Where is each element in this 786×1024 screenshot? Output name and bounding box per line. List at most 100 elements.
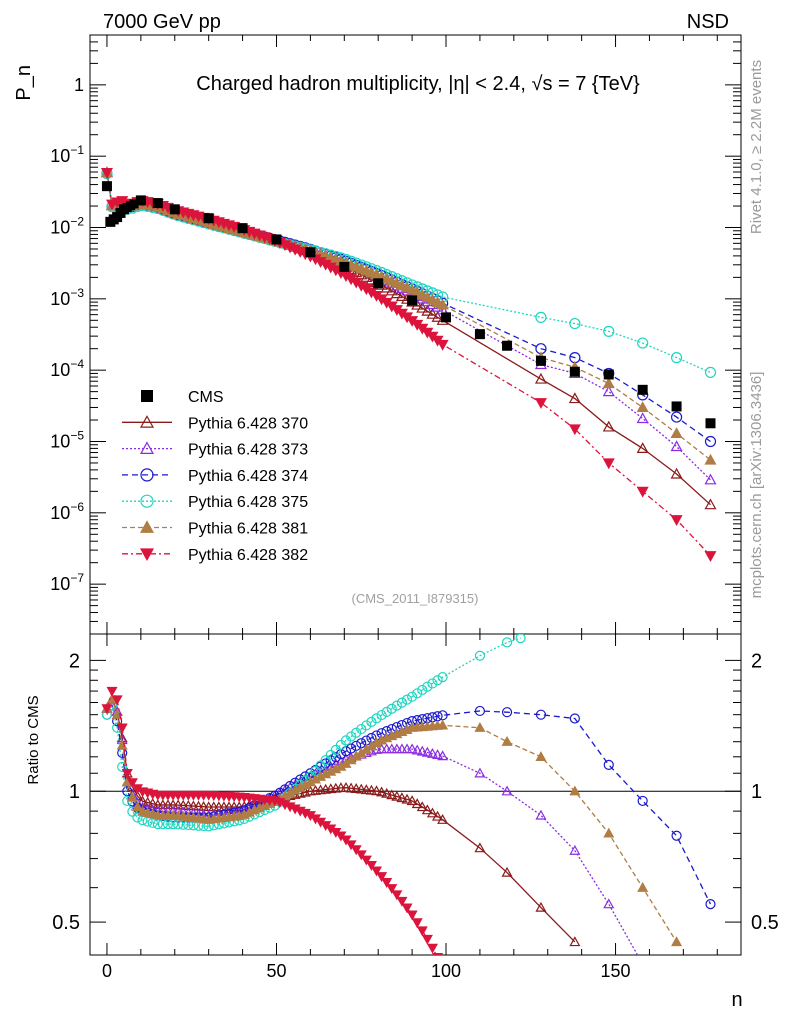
ratio-marker-pythia-6-428-370 (172, 799, 184, 810)
chart-title: Charged hadron multiplicity, |η| < 2.4, … (196, 73, 640, 95)
ratio-marker-pythia-6-428-370 (355, 783, 367, 794)
ratio-marker-pythia-6-428-381 (474, 721, 486, 732)
ratio-marker-pythia-6-428-382 (396, 896, 408, 907)
ratio-marker-pythia-6-428-375 (340, 735, 352, 746)
ratio-marker-pythia-6-428-374 (705, 898, 716, 910)
pn-marker-pythia-6-428-381 (670, 427, 683, 438)
legend-marker-pythia-6-428-374 (140, 468, 154, 482)
ratio-marker-pythia-6-428-374 (345, 743, 357, 754)
ratio-marker-pythia-6-428-375 (162, 819, 174, 830)
ratio-marker-pythia-6-428-373 (421, 746, 433, 757)
legend-marker-pythia-6-428-375 (140, 494, 154, 508)
pn-marker-pythia-6-428-370 (395, 290, 408, 301)
cms-data-point (305, 247, 316, 258)
ratio-marker-pythia-6-428-375 (356, 723, 367, 735)
ratio-marker-pythia-6-428-375 (417, 684, 428, 696)
ratio-marker-pythia-6-428-382 (376, 872, 388, 883)
ratio-marker-pythia-6-428-382 (360, 855, 372, 866)
ratio-marker-pythia-6-428-382 (345, 840, 357, 851)
ratio-marker-pythia-6-428-382 (350, 845, 362, 856)
pn-marker-pythia-6-428-370 (431, 311, 444, 322)
cms-data-point (135, 195, 146, 206)
pn-marker-pythia-6-428-381 (602, 377, 615, 389)
bottom-series (101, 634, 716, 968)
y-tick-label: 1 (74, 75, 84, 95)
ratio-line-pythia-6-428-375 (106, 637, 521, 828)
ratio-marker-pythia-6-428-370 (340, 781, 352, 792)
ratio-marker-pythia-6-428-375 (437, 672, 448, 683)
ratio-marker-pythia-6-428-370 (437, 813, 449, 824)
legend-label: Pythia 6.428 373 (188, 442, 308, 459)
ratio-marker-pythia-6-428-375 (157, 819, 168, 830)
pn-marker-pythia-6-428-381 (704, 453, 717, 465)
ratio-line-pythia-6-428-373 (106, 698, 639, 955)
y-tick-label: 10−5 (50, 428, 84, 451)
cms-data-point (169, 204, 180, 215)
ratio-marker-pythia-6-428-373 (535, 809, 547, 820)
ratio-marker-pythia-6-428-375 (412, 688, 423, 699)
ratio-marker-pythia-6-428-370 (376, 786, 388, 797)
ratio-marker-pythia-6-428-374 (122, 786, 133, 797)
pn-marker-pythia-6-428-375 (535, 311, 547, 323)
ratio-marker-pythia-6-428-375 (351, 727, 362, 738)
pn-line-pythia-6-428-375 (106, 173, 711, 374)
cms-data-point (271, 234, 282, 245)
ratio-marker-pythia-6-428-381 (126, 791, 138, 802)
top-frame (89, 34, 742, 635)
pn-marker-pythia-6-428-382 (602, 458, 615, 470)
ratio-marker-pythia-6-428-382 (340, 835, 352, 846)
ratio-marker-pythia-6-428-370 (370, 785, 383, 796)
cms-data-point (569, 366, 580, 377)
ratio-marker-pythia-6-428-373 (406, 743, 418, 754)
ratio-marker-pythia-6-428-374 (340, 746, 352, 757)
ratio-marker-pythia-6-428-375 (371, 713, 382, 724)
x-tick-label: 50 (266, 961, 286, 981)
top-series (100, 166, 717, 562)
ratio-marker-pythia-6-428-375 (345, 731, 357, 742)
y-tick-label: 10−4 (50, 357, 84, 380)
ratio-marker-pythia-6-428-381 (569, 785, 581, 796)
axes: 0 50 100 150 10−7 10−6 10−5 10−4 10−3 10−2 10−1 1 0.… (50, 34, 779, 981)
ratio-marker-pythia-6-428-370 (391, 790, 403, 801)
cms-data-point (102, 181, 112, 191)
analysis-label: (CMS_2011_I879315) (352, 591, 479, 606)
ratio-marker-pythia-6-428-374 (603, 759, 614, 770)
ratio-marker-pythia-6-428-370 (501, 866, 513, 877)
ratio-marker-pythia-6-428-381 (501, 735, 513, 746)
mcplots-label: mcplots.cern.ch [arXiv:1306.3436] (748, 372, 765, 599)
ratio-marker-pythia-6-428-382 (391, 890, 403, 901)
ratio-marker-pythia-6-428-381 (535, 751, 547, 762)
ratio-marker-pythia-6-428-375 (515, 634, 526, 644)
ratio-marker-pythia-6-428-375 (147, 817, 158, 828)
pn-marker-pythia-6-428-382 (534, 398, 547, 409)
ratio-marker-pythia-6-428-374 (351, 740, 362, 751)
ratio-marker-pythia-6-428-373 (638, 960, 647, 968)
ratio-marker-pythia-6-428-374 (671, 830, 682, 841)
pn-marker-pythia-6-428-370 (670, 467, 683, 479)
ratio-marker-pythia-6-428-370 (411, 798, 423, 809)
ratio-marker-pythia-6-428-370 (535, 901, 547, 912)
y-tick-label: 10−6 (50, 500, 84, 523)
ratio-marker-pythia-6-428-370 (396, 792, 408, 803)
ratio-marker-pythia-6-428-370 (381, 787, 393, 798)
ratio-marker-pythia-6-428-374 (361, 735, 372, 746)
ratio-marker-pythia-6-428-370 (167, 799, 179, 810)
ratio-marker-pythia-6-428-381 (603, 827, 615, 838)
pn-marker-pythia-6-428-373 (636, 412, 649, 424)
pn-marker-pythia-6-428-374 (704, 435, 717, 448)
cms-data-point (407, 295, 418, 306)
ratio-marker-pythia-6-428-370 (416, 801, 428, 812)
legend-label: Pythia 6.428 375 (188, 494, 308, 511)
x-tick-label: 150 (601, 961, 631, 981)
legend-label: Pythia 6.428 382 (188, 547, 308, 564)
pn-marker-pythia-6-428-375 (569, 317, 581, 330)
legend-label: CMS (188, 389, 224, 406)
ratio-marker-pythia-6-428-382 (365, 860, 377, 871)
pn-marker-pythia-6-428-370 (416, 301, 429, 313)
pn-marker-pythia-6-428-382 (100, 167, 113, 179)
y-tick-label: 0.5 (751, 912, 779, 934)
pn-marker-pythia-6-428-375 (704, 366, 717, 379)
ratio-marker-pythia-6-428-381 (131, 801, 143, 812)
ratio-marker-pythia-6-428-382 (401, 903, 413, 914)
